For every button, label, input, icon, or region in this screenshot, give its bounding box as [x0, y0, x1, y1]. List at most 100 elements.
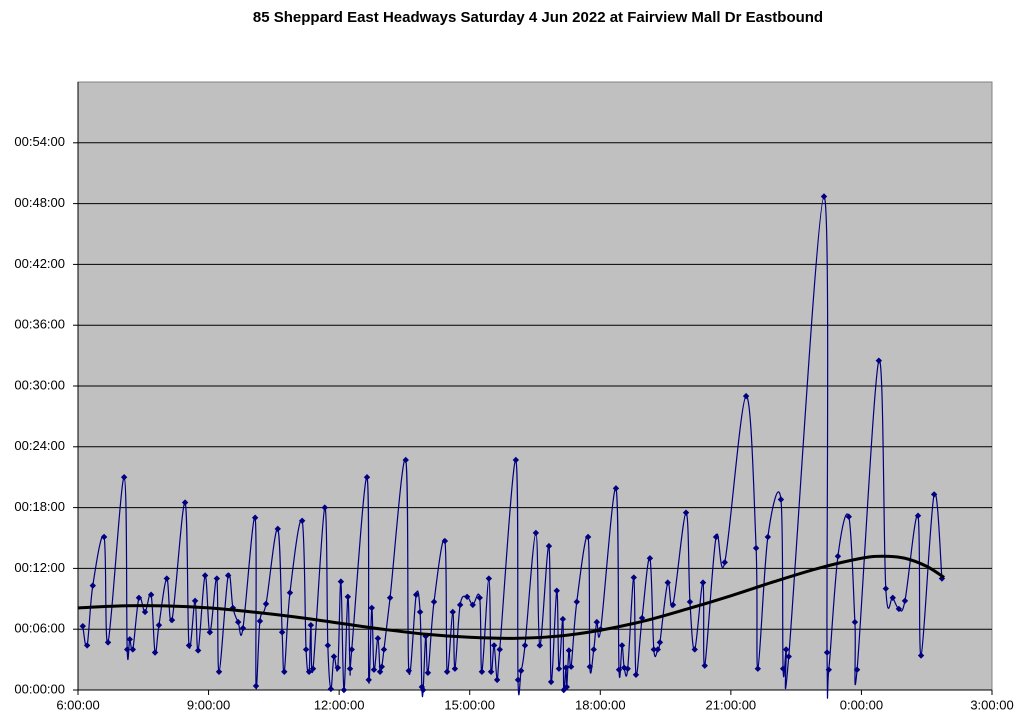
data-point [344, 593, 352, 600]
data-point [917, 652, 925, 659]
data-line [82, 195, 943, 699]
data-point [120, 474, 128, 481]
data-point [521, 642, 529, 649]
data-point [194, 647, 202, 654]
data-point [487, 668, 495, 675]
data-point [701, 662, 708, 669]
data-point [104, 639, 112, 646]
data-point [742, 392, 750, 400]
data-point [191, 597, 199, 605]
data-point [337, 578, 345, 585]
data-point [256, 617, 264, 625]
data-point [632, 671, 640, 678]
data-point [573, 598, 580, 606]
data-point [307, 621, 315, 629]
data-point [430, 598, 438, 606]
data-point [567, 663, 575, 670]
data-point [185, 642, 193, 649]
data-point [656, 639, 664, 646]
y-tick-label: 00:00:00 [14, 681, 65, 696]
data-point [83, 642, 91, 649]
data-point [374, 635, 382, 642]
data-point [777, 496, 785, 503]
data-point [630, 574, 637, 581]
data-point [327, 685, 335, 693]
data-point [490, 642, 498, 649]
data-point [555, 665, 563, 672]
data-point [239, 624, 247, 632]
data-point [206, 629, 214, 636]
data-point [215, 668, 223, 675]
x-tick-label: 6:00:00 [56, 697, 99, 712]
data-point [163, 575, 170, 582]
data-point [586, 663, 594, 670]
data-point [305, 668, 313, 675]
data-point [699, 579, 707, 586]
data-point [100, 533, 108, 541]
y-tick-label: 00:18:00 [14, 499, 65, 514]
data-point [405, 667, 412, 674]
data-point [618, 642, 626, 649]
data-point [224, 572, 232, 579]
data-point [712, 533, 720, 541]
data-point [875, 357, 883, 364]
data-point [654, 646, 661, 653]
data-point [882, 585, 890, 592]
data-point [820, 193, 828, 200]
data-point [229, 604, 237, 612]
data-point [782, 646, 790, 653]
data-point [402, 456, 409, 464]
data-point [823, 649, 831, 656]
data-point [123, 646, 131, 653]
data-point [274, 525, 281, 533]
data-point [147, 591, 155, 598]
data-point [686, 598, 694, 606]
data-point [346, 665, 354, 672]
data-point [213, 575, 221, 582]
y-tick-label: 00:48:00 [14, 195, 65, 210]
data-point [386, 594, 394, 601]
data-point [593, 618, 601, 626]
data-point [340, 686, 348, 694]
data-point [517, 667, 525, 674]
data-point [234, 618, 242, 626]
data-point [664, 579, 671, 586]
data-point [309, 665, 317, 672]
data-point [563, 683, 570, 691]
data-point [834, 553, 842, 560]
data-point [380, 646, 388, 653]
data-point [262, 600, 270, 608]
data-point [151, 649, 159, 656]
data-point [181, 499, 189, 506]
data-point [449, 608, 456, 616]
data-point [779, 665, 787, 672]
data-point [363, 474, 371, 481]
data-point [370, 666, 378, 673]
data-point [853, 666, 861, 673]
data-point [845, 513, 853, 520]
data-point [324, 642, 332, 649]
data-point [252, 682, 260, 690]
y-tick-label: 00:24:00 [14, 438, 65, 453]
data-point [514, 676, 522, 684]
data-point [168, 616, 176, 624]
data-point [412, 591, 420, 598]
data-point [376, 668, 384, 675]
data-point [348, 646, 355, 653]
y-tick-label: 00:30:00 [14, 377, 65, 392]
data-point [553, 587, 560, 594]
data-point [825, 666, 832, 673]
data-point [785, 653, 792, 660]
data-point [615, 666, 623, 673]
data-point [126, 636, 133, 643]
data-point [298, 517, 306, 524]
data-point [129, 646, 137, 653]
data-point [532, 529, 540, 537]
data-point [334, 664, 342, 671]
data-point [895, 605, 903, 613]
data-point [562, 664, 570, 671]
data-point [155, 621, 163, 629]
data-point [368, 604, 375, 612]
data-point [443, 668, 451, 675]
trend-line [77, 554, 945, 640]
